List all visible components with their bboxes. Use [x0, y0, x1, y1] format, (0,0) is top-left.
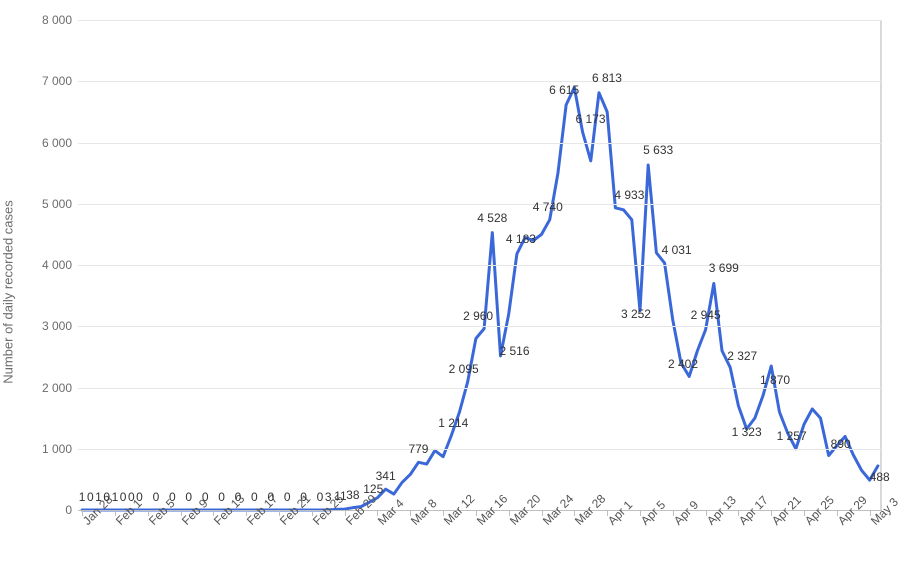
gridline — [78, 326, 882, 327]
gridline — [78, 449, 882, 450]
data-label: 4 740 — [533, 200, 563, 214]
data-label: 125 — [363, 482, 383, 496]
data-label: 3 252 — [621, 307, 651, 321]
data-label: 3 699 — [709, 261, 739, 275]
data-label: 890 — [831, 437, 851, 451]
data-label: 2 402 — [668, 357, 698, 371]
data-label: 0 — [284, 490, 291, 504]
y-tick-label: 0 — [65, 503, 78, 517]
data-label: 2 327 — [727, 349, 757, 363]
data-label: 4 933 — [614, 188, 644, 202]
data-label: 4 528 — [477, 211, 507, 225]
gridline — [78, 265, 882, 266]
data-label: 2 516 — [499, 344, 529, 358]
line-path — [82, 87, 878, 510]
data-label: 0 — [128, 490, 135, 504]
y-axis-title: Number of daily recorded cases — [1, 200, 16, 384]
data-label: 0 — [136, 490, 143, 504]
data-label: 341 — [376, 469, 396, 483]
data-label: 4 183 — [506, 232, 536, 246]
data-label: 3 — [325, 490, 332, 504]
gridline — [78, 388, 882, 389]
data-label: 1 — [95, 490, 102, 504]
data-label: 1 870 — [760, 373, 790, 387]
y-tick-label: 5 000 — [42, 197, 78, 211]
data-label: 5 633 — [643, 143, 673, 157]
data-label: 0 — [317, 490, 324, 504]
data-label: 0 — [103, 490, 110, 504]
data-label: 2 960 — [463, 309, 493, 323]
data-label: 11 — [334, 489, 346, 503]
data-label: 0 — [251, 490, 258, 504]
data-label: 488 — [870, 470, 890, 484]
y-tick-label: 1 000 — [42, 442, 78, 456]
y-tick-label: 3 000 — [42, 319, 78, 333]
data-label: 0 — [235, 490, 242, 504]
chart-root: Number of daily recorded cases 01 0002 0… — [0, 0, 900, 583]
data-label: 0 — [267, 490, 274, 504]
data-label: 0 — [169, 490, 176, 504]
data-label: 2 945 — [691, 308, 721, 322]
data-label: 1 257 — [777, 429, 807, 443]
data-label: 1 — [79, 490, 86, 504]
y-tick-label: 8 000 — [42, 13, 78, 27]
data-label: 1 — [112, 490, 119, 504]
data-label: 0 — [218, 490, 225, 504]
gridline — [78, 81, 882, 82]
data-label: 6 173 — [576, 112, 606, 126]
data-label: 2 095 — [449, 362, 479, 376]
data-label: 1 214 — [438, 416, 468, 430]
y-tick-label: 6 000 — [42, 136, 78, 150]
y-tick-label: 2 000 — [42, 381, 78, 395]
gridline — [78, 204, 882, 205]
data-label: 0 — [87, 490, 94, 504]
gridline — [78, 20, 882, 21]
data-label: 0 — [185, 490, 192, 504]
data-label: 6 615 — [549, 83, 579, 97]
data-label: 38 — [346, 488, 359, 502]
data-label: 779 — [408, 442, 428, 456]
gridline — [78, 143, 882, 144]
y-tick-label: 4 000 — [42, 258, 78, 272]
data-label: 0 — [300, 490, 307, 504]
data-label: 4 031 — [662, 243, 692, 257]
data-label: 0 — [120, 490, 127, 504]
data-label: 0 — [153, 490, 160, 504]
plot-area: 01 0002 0003 0004 0005 0006 0007 0008 00… — [78, 20, 882, 510]
y-tick-label: 7 000 — [42, 74, 78, 88]
data-label: 6 813 — [592, 71, 622, 85]
data-label: 0 — [202, 490, 209, 504]
data-label: 1 323 — [732, 425, 762, 439]
